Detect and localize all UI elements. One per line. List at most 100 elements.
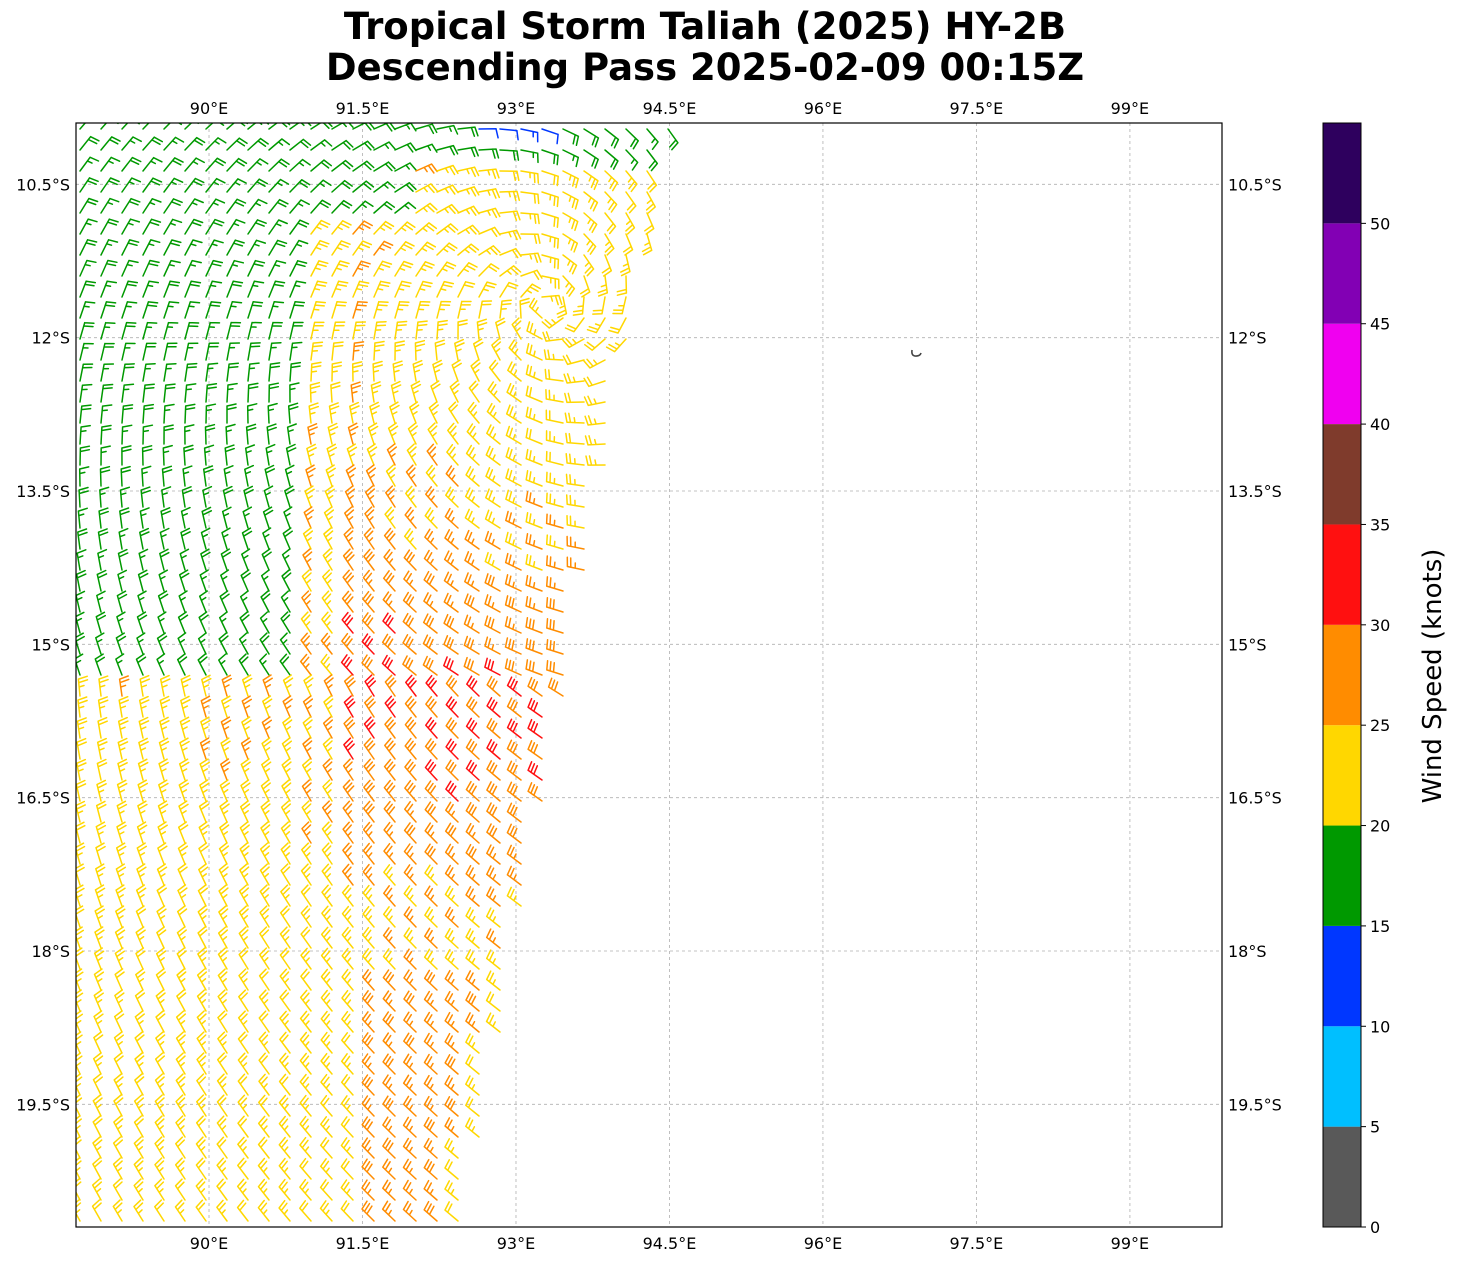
wind-barb [95, 842, 106, 865]
wind-barb [268, 321, 283, 340]
wind-barb [94, 653, 106, 676]
wind-barb [506, 865, 522, 886]
wind-barb [484, 594, 501, 613]
wind-barb [300, 926, 312, 949]
wind-barb [163, 321, 179, 340]
wind-barb [369, 401, 380, 424]
wind-barb [222, 485, 234, 508]
wind-barb [424, 801, 438, 823]
wind-barb [444, 1054, 459, 1075]
wind-barb [463, 593, 480, 613]
wind-barb [394, 221, 416, 235]
wind-barb [403, 948, 417, 970]
wind-barb [343, 695, 356, 718]
wind-barb [154, 1199, 165, 1222]
wind-barb [423, 1200, 438, 1222]
wind-barb [486, 402, 501, 424]
wind-barb [597, 275, 609, 297]
wind-barb [343, 716, 356, 739]
wind-barb [268, 158, 290, 172]
wind-barb [238, 632, 249, 655]
wind-barb [361, 1095, 375, 1117]
wind-barb [239, 590, 249, 613]
wind-barb [565, 473, 585, 487]
wind-barb [465, 1096, 480, 1117]
wind-barb [216, 1178, 228, 1201]
wind-barb [280, 863, 291, 886]
wind-barb [361, 633, 375, 655]
wind-barb [280, 821, 291, 844]
wind-barb [282, 674, 294, 697]
wind-barb [445, 738, 459, 760]
wind-barb [444, 1032, 459, 1054]
wind-barb [499, 229, 522, 241]
wind-barb [268, 198, 289, 214]
wind-barb [197, 926, 208, 949]
wind-barb [457, 146, 479, 158]
wind-barb [196, 1094, 207, 1117]
wind-barb [330, 381, 341, 403]
wind-barb [133, 1115, 144, 1138]
wind-barb [278, 1178, 291, 1201]
wind-barb [142, 177, 163, 193]
wind-barb [382, 1032, 396, 1054]
wind-barb [565, 494, 585, 508]
wind-barb [465, 738, 480, 760]
wind-barb [525, 427, 543, 445]
wind-barb [465, 717, 480, 739]
wind-barb [240, 758, 251, 781]
wind-barb [178, 779, 190, 802]
wind-barb [181, 486, 193, 508]
wind-barb [562, 254, 578, 275]
wind-barb [261, 716, 273, 739]
wind-barb [134, 989, 146, 1012]
wind-barb [216, 1157, 228, 1180]
wind-barb [423, 1032, 438, 1054]
wind-barb [217, 947, 228, 970]
wind-barb [195, 1115, 207, 1138]
wind-barb [178, 569, 190, 592]
wind-barb [310, 341, 324, 361]
wind-barb [259, 842, 271, 865]
wind-barb [363, 527, 375, 550]
wind-barb [436, 242, 458, 256]
wind-barb [258, 1052, 270, 1075]
wind-barb [157, 821, 168, 844]
wind-barb [520, 128, 539, 143]
wind-barb [381, 1200, 396, 1222]
wind-barb [485, 907, 501, 928]
wind-barb [382, 591, 396, 613]
wind-barb [583, 376, 606, 388]
wind-barb [205, 403, 217, 424]
wind-barb [142, 321, 158, 340]
wind-barb [76, 549, 87, 571]
wind-barb [625, 149, 639, 171]
wind-barb [445, 759, 459, 781]
wind-barb [363, 716, 376, 739]
wind-barb [76, 1094, 83, 1117]
wind-barb [280, 800, 292, 823]
wind-barb [310, 179, 332, 193]
wind-barb [445, 465, 459, 487]
wind-barb [96, 569, 108, 592]
wind-barb [390, 380, 402, 403]
wind-barb [76, 779, 87, 802]
wind-barb [383, 527, 396, 550]
wind-barb [427, 422, 438, 445]
wind-barb [219, 821, 230, 844]
wind-barb [423, 1095, 438, 1117]
lon-tick-bottom-1: 91.5°E [336, 1234, 390, 1253]
wind-barb [349, 401, 360, 424]
wind-barb [425, 486, 438, 508]
wind-barb [342, 548, 355, 571]
wind-barb [645, 191, 656, 214]
wind-barb [410, 380, 422, 403]
wind-barb [155, 1010, 166, 1033]
wind-barb [463, 656, 480, 676]
colorbar-tick-9: 45 [1370, 315, 1390, 334]
wind-barb [545, 597, 564, 613]
wind-barb [352, 200, 374, 214]
wind-barb [303, 506, 314, 529]
wind-barb [245, 423, 257, 445]
wind-barb [76, 569, 87, 592]
